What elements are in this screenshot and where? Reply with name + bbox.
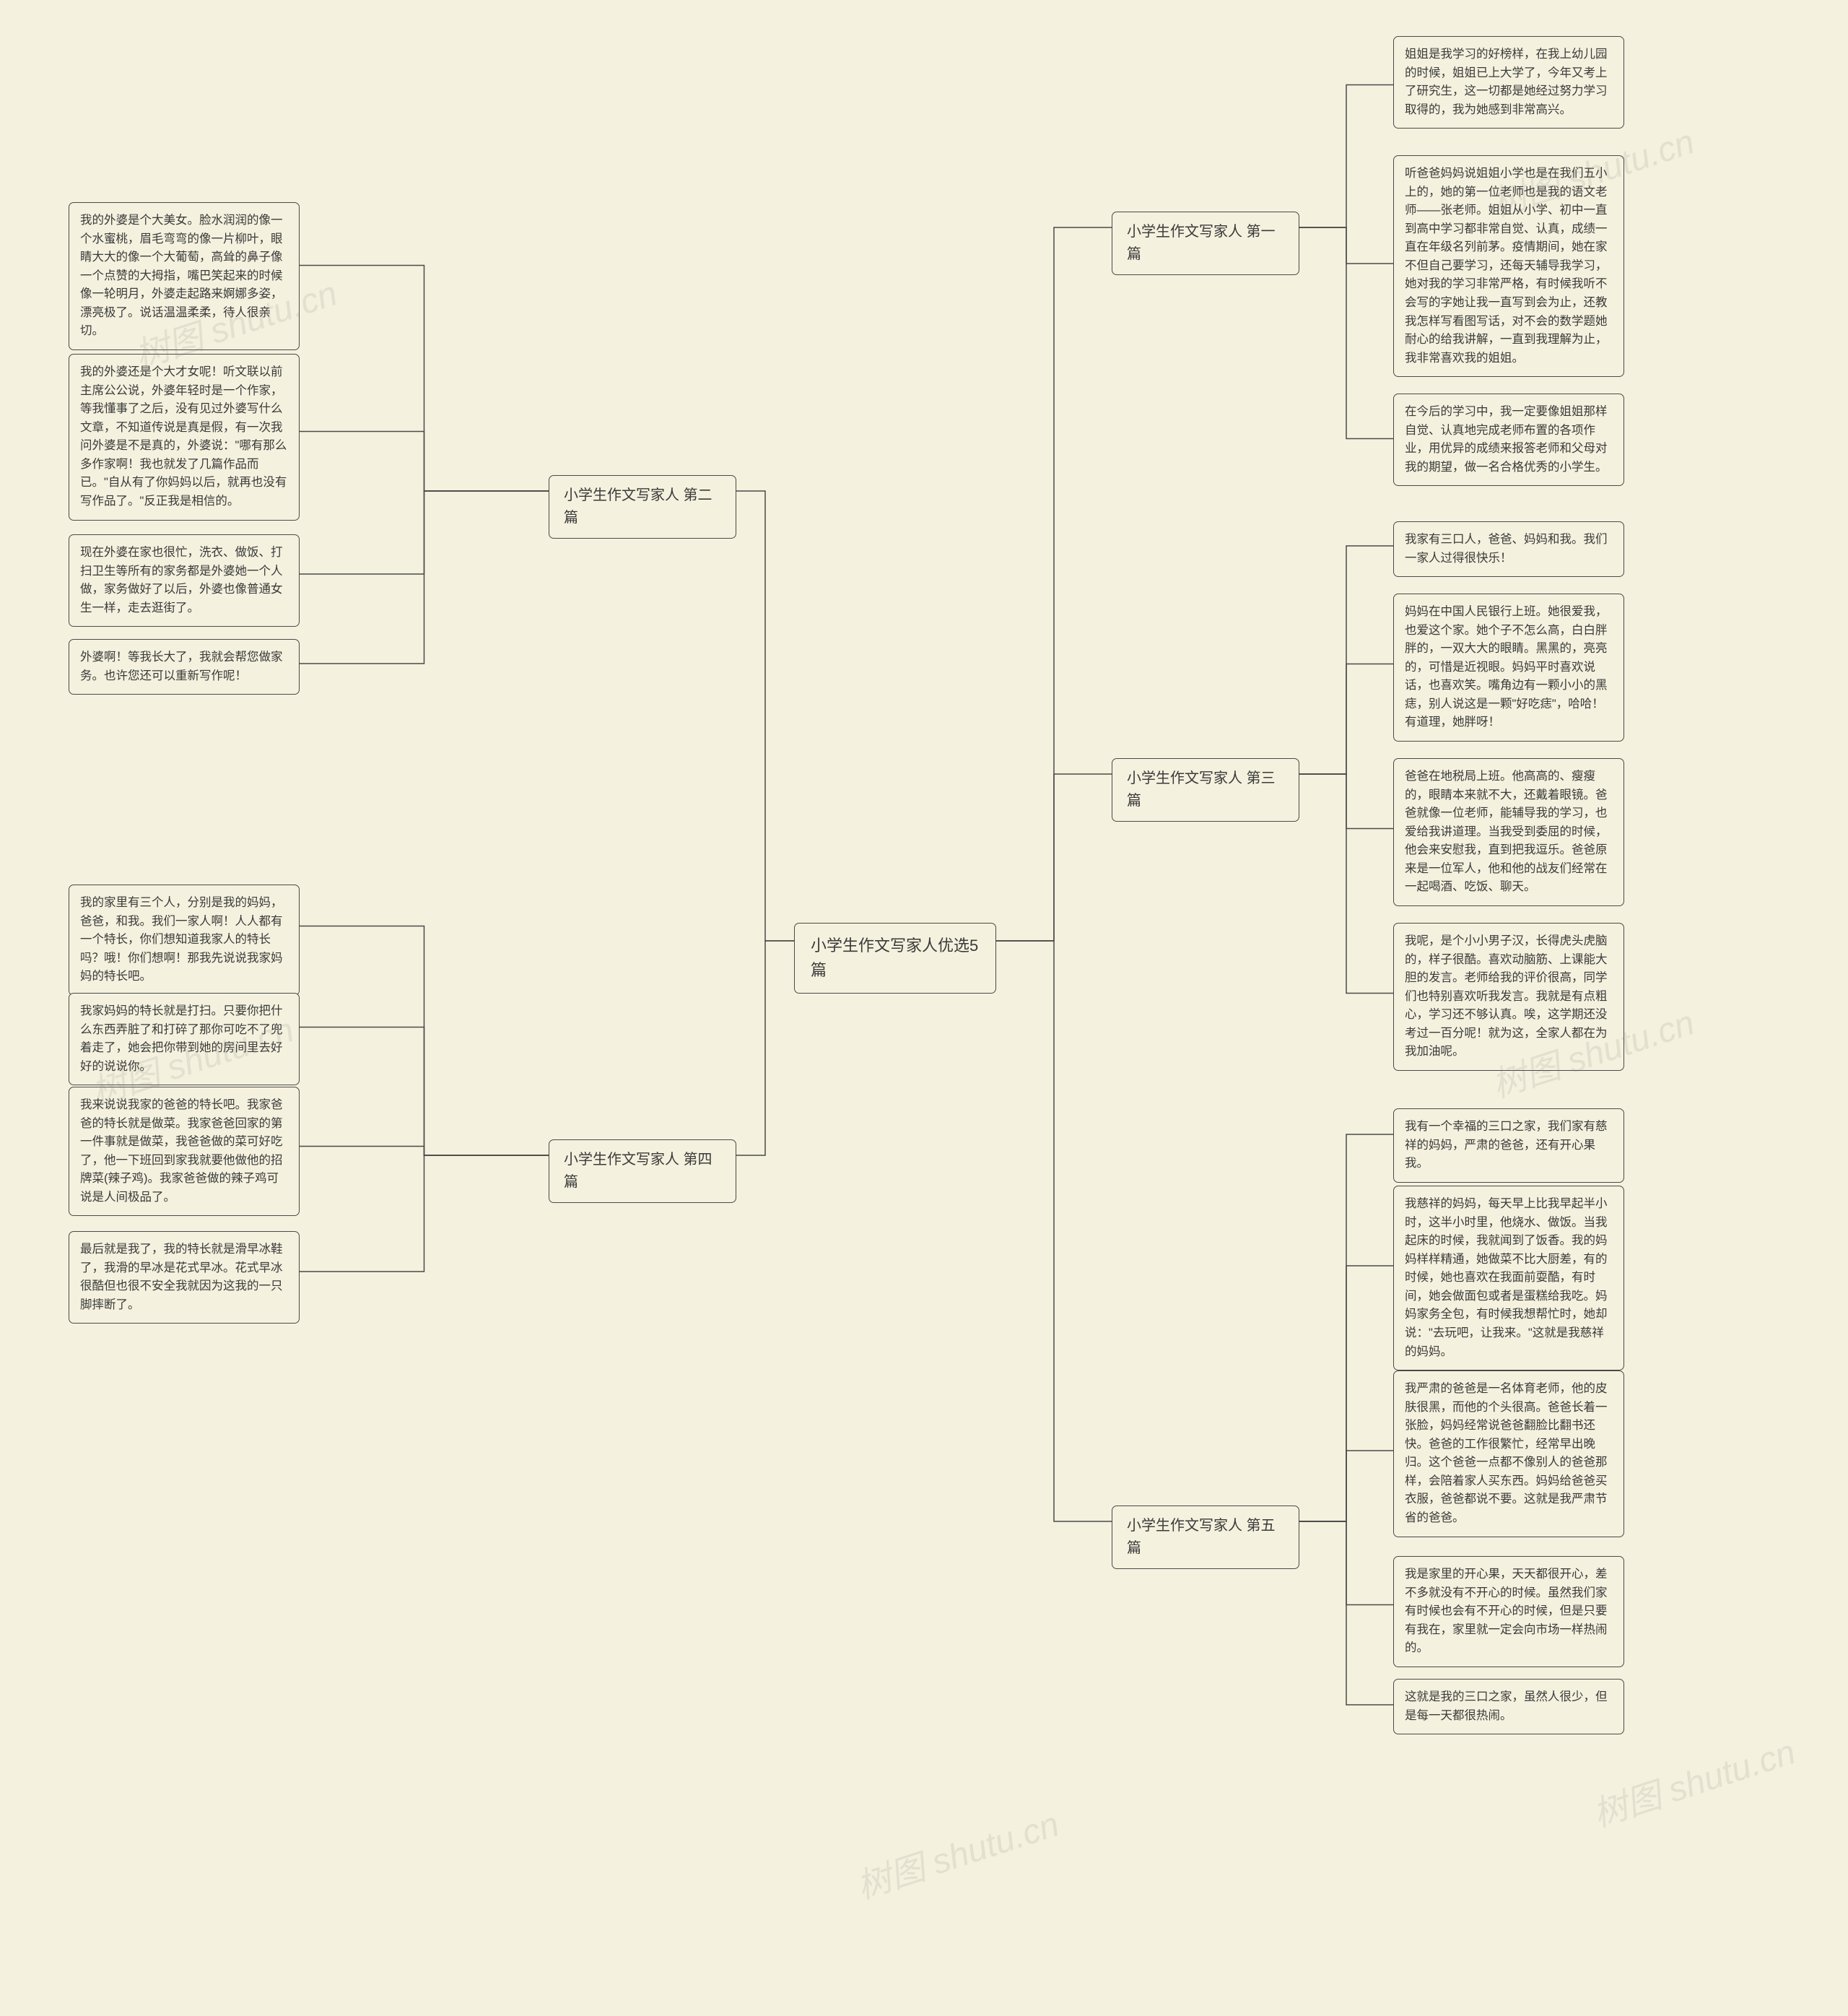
watermark: 树图 shutu.cn bbox=[1585, 1724, 1800, 1836]
leaf-b2l0: 我的外婆是个大美女。脸水润润的像一个水蜜桃，眉毛弯弯的像一片柳叶，眼睛大大的像一… bbox=[69, 202, 300, 350]
leaf-b4l1: 我家妈妈的特长就是打扫。只要你把什么东西弄脏了和打碎了那你可吃不了兜着走了，她会… bbox=[69, 993, 300, 1085]
leaf-b5l4: 这就是我的三口之家，虽然人很少，但是每一天都很热闹。 bbox=[1393, 1679, 1624, 1734]
leaf-b2l1: 我的外婆还是个大才女呢！听文联以前主席公公说，外婆年轻时是一个作家，等我懂事了之… bbox=[69, 354, 300, 521]
leaf-b5l0: 我有一个幸福的三口之家，我们家有慈祥的妈妈，严肃的爸爸，还有开心果我。 bbox=[1393, 1108, 1624, 1183]
leaf-b1l1: 听爸爸妈妈说姐姐小学也是在我们五小上的，她的第一位老师也是我的语文老师——张老师… bbox=[1393, 155, 1624, 377]
leaf-b2l2: 现在外婆在家也很忙，洗衣、做饭、打扫卫生等所有的家务都是外婆她一个人做，家务做好… bbox=[69, 534, 300, 627]
leaf-b3l2: 爸爸在地税局上班。他高高的、瘦瘦的，眼睛本来就不大，还戴着眼镜。爸爸就像一位老师… bbox=[1393, 758, 1624, 906]
leaf-b5l2: 我严肃的爸爸是一名体育老师，他的皮肤很黑，而他的个头很高。爸爸长着一张脸，妈妈经… bbox=[1393, 1370, 1624, 1537]
leaf-b3l1: 妈妈在中国人民银行上班。她很爱我，也爱这个家。她个子不怎么高，白白胖胖的，一双大… bbox=[1393, 594, 1624, 742]
branch-b4: 小学生作文写家人 第四篇 bbox=[549, 1139, 736, 1203]
branch-b2: 小学生作文写家人 第二篇 bbox=[549, 475, 736, 539]
leaf-b3l3: 我呢，是个小小男子汉，长得虎头虎脑的，样子很酷。喜欢动脑筋、上课能大胆的发言。老… bbox=[1393, 923, 1624, 1071]
leaf-b5l1: 我慈祥的妈妈，每天早上比我早起半小时，这半小时里，他烧水、做饭。当我起床的时候，… bbox=[1393, 1186, 1624, 1370]
leaf-b4l2: 我来说说我家的爸爸的特长吧。我家爸爸的特长就是做菜。我家爸爸回家的第一件事就是做… bbox=[69, 1087, 300, 1216]
root-node: 小学生作文写家人优选5篇 bbox=[794, 923, 996, 994]
branch-b1: 小学生作文写家人 第一篇 bbox=[1112, 212, 1299, 275]
branch-b5: 小学生作文写家人 第五篇 bbox=[1112, 1506, 1299, 1569]
leaf-b3l0: 我家有三口人，爸爸、妈妈和我。我们一家人过得很快乐！ bbox=[1393, 521, 1624, 577]
watermark: 树图 shutu.cn bbox=[849, 1796, 1064, 1908]
leaf-b4l0: 我的家里有三个人，分别是我的妈妈，爸爸，和我。我们一家人啊！人人都有一个特长，你… bbox=[69, 885, 300, 996]
leaf-b5l3: 我是家里的开心果，天天都很开心，差不多就没有不开心的时候。虽然我们家有时候也会有… bbox=[1393, 1556, 1624, 1667]
leaf-b1l2: 在今后的学习中，我一定要像姐姐那样自觉、认真地完成老师布置的各项作业，用优异的成… bbox=[1393, 394, 1624, 486]
leaf-b1l0: 姐姐是我学习的好榜样，在我上幼儿园的时候，姐姐已上大学了，今年又考上了研究生，这… bbox=[1393, 36, 1624, 129]
leaf-b4l3: 最后就是我了，我的特长就是滑早冰鞋了，我滑的早冰是花式早冰。花式早冰很酷但也很不… bbox=[69, 1231, 300, 1324]
branch-b3: 小学生作文写家人 第三篇 bbox=[1112, 758, 1299, 822]
leaf-b2l3: 外婆啊！等我长大了，我就会帮您做家务。也许您还可以重新写作呢！ bbox=[69, 639, 300, 695]
